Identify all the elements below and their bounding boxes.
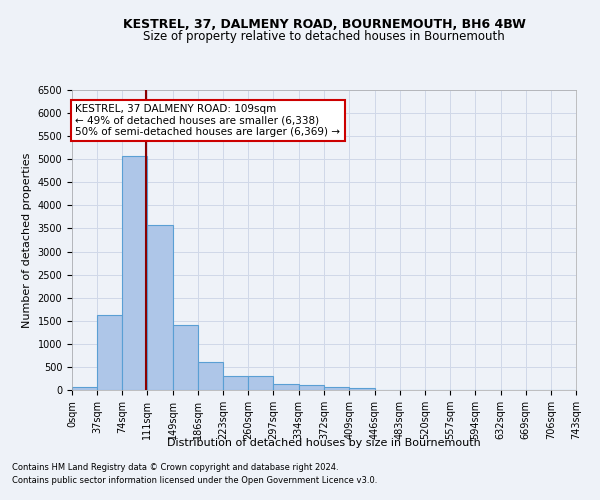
Bar: [223, 376, 248, 390]
Text: Contains public sector information licensed under the Open Government Licence v3: Contains public sector information licen…: [12, 476, 377, 485]
Bar: [325, 386, 349, 390]
Bar: [147, 225, 173, 390]
Bar: [248, 376, 274, 390]
Text: KESTREL, 37, DALMENY ROAD, BOURNEMOUTH, BH6 4BW: KESTREL, 37, DALMENY ROAD, BOURNEMOUTH, …: [122, 18, 526, 30]
Text: Contains HM Land Registry data © Crown copyright and database right 2024.: Contains HM Land Registry data © Crown c…: [12, 464, 338, 472]
Bar: [122, 156, 147, 390]
Bar: [274, 384, 299, 390]
Bar: [97, 315, 122, 390]
Bar: [173, 326, 198, 390]
Bar: [299, 385, 325, 390]
Text: Size of property relative to detached houses in Bournemouth: Size of property relative to detached ho…: [143, 30, 505, 43]
Bar: [72, 387, 97, 390]
Y-axis label: Number of detached properties: Number of detached properties: [22, 152, 32, 328]
Bar: [198, 362, 223, 390]
Text: Distribution of detached houses by size in Bournemouth: Distribution of detached houses by size …: [167, 438, 481, 448]
Bar: [349, 388, 374, 390]
Text: KESTREL, 37 DALMENY ROAD: 109sqm
← 49% of detached houses are smaller (6,338)
50: KESTREL, 37 DALMENY ROAD: 109sqm ← 49% o…: [76, 104, 340, 137]
